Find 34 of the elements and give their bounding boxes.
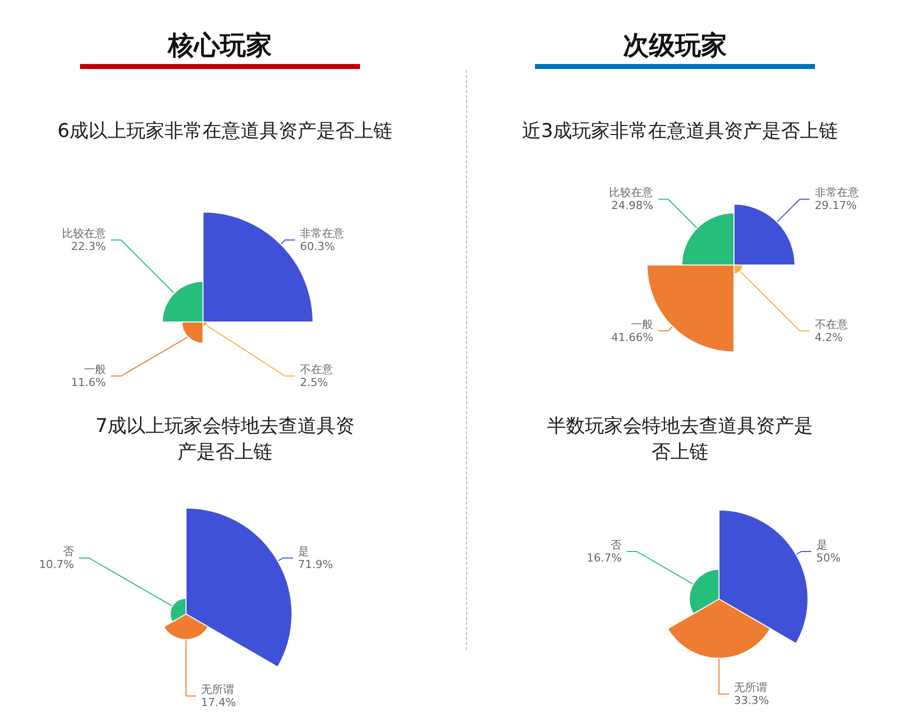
category-label: 无所谓 [201,683,234,696]
category-label: 一般 [631,318,654,331]
data-label: 10.7% [39,558,74,571]
data-label: 24.98% [611,199,654,212]
data-label: 11.6% [71,376,106,389]
text: 6成以上玩家非常在意道具资产是否上链 [57,120,393,142]
data-label: 33.3% [734,694,769,707]
data-label: 22.3% [71,240,106,253]
data-label: 29.17% [814,199,857,212]
category-label: 不在意 [814,318,848,331]
data-label: 2.5% [300,376,328,389]
category-label: 非常在意 [814,186,859,200]
data-label: 50% [816,552,841,564]
data-label: 17.4% [201,696,236,709]
category-label: 不在意 [300,363,334,376]
category-label: 否 [610,538,622,552]
text: 7成以上玩家会特地去查道具资产是否上链 [95,415,355,463]
data-label: 4.2% [814,330,843,344]
text: 半数玩家会特地去查道具资产是否上链 [547,415,813,463]
text: 近3成玩家非常在意道具资产是否上链 [522,120,838,142]
text: 次级玩家 [622,30,728,63]
text: 核心玩家 [166,30,273,63]
category-label: 无所谓 [734,681,767,694]
category-label: 比较在意 [62,226,106,240]
data-label: 71.9% [298,558,333,571]
data-label: 60.3% [300,240,335,253]
data-label: 16.7% [586,552,622,564]
category-label: 非常在意 [300,226,344,240]
category-label: 是 [816,538,828,552]
category-label: 是 [298,545,309,558]
category-label: 比较在意 [609,186,654,200]
category-label: 一般 [84,363,106,376]
data-label: 41.66% [611,330,654,344]
category-label: 否 [63,545,74,558]
